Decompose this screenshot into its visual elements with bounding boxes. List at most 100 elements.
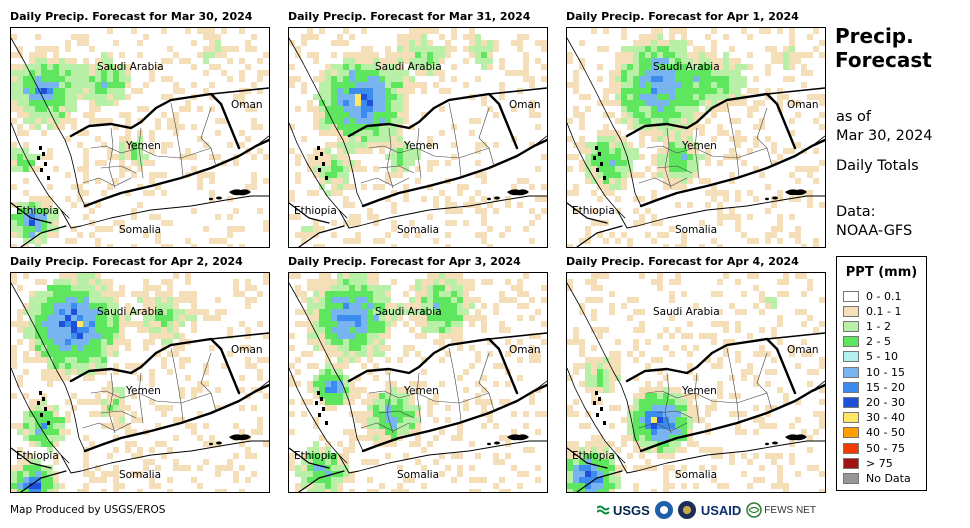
precip-cell (53, 208, 59, 214)
yemen-oman-border (220, 348, 240, 394)
precip-cell (421, 88, 427, 94)
precip-cell (801, 273, 807, 279)
precip-cell (621, 118, 627, 124)
precip-cell (385, 423, 391, 429)
precip-cell (457, 309, 463, 315)
precip-cell (41, 208, 47, 214)
precip-cell (675, 94, 681, 100)
precip-cell (499, 58, 505, 64)
precip-cell (813, 465, 819, 471)
precip-cell (741, 309, 747, 315)
precip-cell (391, 411, 397, 417)
precip-cell (65, 70, 71, 76)
precip-cell (615, 369, 621, 375)
precip-cell (645, 417, 651, 423)
precip-cell (687, 88, 693, 94)
precip-cell (657, 369, 663, 375)
precip-cell (729, 76, 735, 82)
precip-cell (789, 130, 795, 136)
precip-cell (41, 82, 47, 88)
precip-cell (729, 148, 735, 154)
precip-cell (385, 333, 391, 339)
precip-cell (325, 315, 331, 321)
precip-cell (143, 160, 149, 166)
label-oman: Oman (787, 99, 819, 111)
precip-cell (705, 76, 711, 82)
precip-cell (633, 64, 639, 70)
precip-cell (361, 100, 367, 106)
precip-cell (47, 196, 53, 202)
precip-cell (35, 34, 41, 40)
precip-cell (263, 220, 269, 226)
precip-cell (481, 477, 487, 483)
precip-cell (693, 64, 699, 70)
precip-cell (41, 297, 47, 303)
precip-cell (319, 435, 325, 441)
precip-cell (319, 477, 325, 483)
precip-cell (101, 477, 107, 483)
precip-cell (675, 100, 681, 106)
precip-cell (337, 489, 343, 492)
precip-cell (89, 46, 95, 52)
precip-cell (337, 88, 343, 94)
precip-cell (597, 297, 603, 303)
precip-cell (717, 88, 723, 94)
precip-cell (23, 351, 29, 357)
precip-cell (591, 435, 597, 441)
precip-cell (663, 375, 669, 381)
precip-cell (355, 435, 361, 441)
precip-cell (609, 357, 615, 363)
precip-cell (107, 345, 113, 351)
precip-cell (645, 70, 651, 76)
precip-cell (511, 285, 517, 291)
precip-cell (609, 136, 615, 142)
precip-cell (307, 465, 313, 471)
precip-cell (427, 273, 433, 279)
precip-cell (209, 435, 215, 441)
precip-cell (343, 393, 349, 399)
precip-cell (11, 106, 17, 112)
precip-cell (717, 453, 723, 459)
precip-cell (645, 339, 651, 345)
precip-cell (95, 291, 101, 297)
precip-cell (403, 291, 409, 297)
precip-cell (367, 423, 373, 429)
precip-cell (11, 100, 17, 106)
precip-cell (119, 291, 125, 297)
precip-cell (373, 441, 379, 447)
precip-cell (331, 387, 337, 393)
precip-cell (307, 160, 313, 166)
oman-coast (255, 135, 269, 147)
precip-cell (675, 82, 681, 88)
precip-cell (113, 64, 119, 70)
precip-cell (289, 459, 295, 465)
precip-cell (469, 345, 475, 351)
precip-cell (481, 58, 487, 64)
precip-cell (343, 118, 349, 124)
precip-cell (529, 393, 535, 399)
precip-cell (379, 94, 385, 100)
precip-cell (657, 64, 663, 70)
precip-cell (95, 363, 101, 369)
precip-cell (331, 64, 337, 70)
precip-cell (463, 297, 469, 303)
precip-cell (415, 58, 421, 64)
precip-cell (325, 100, 331, 106)
precip-cell (355, 339, 361, 345)
precip-cell (681, 232, 687, 238)
island (37, 156, 40, 160)
precip-cell (65, 58, 71, 64)
precip-cell (481, 375, 487, 381)
precip-cell (391, 172, 397, 178)
precip-cell (355, 70, 361, 76)
precip-cell (723, 88, 729, 94)
precip-cell (445, 291, 451, 297)
precip-cell (263, 52, 269, 58)
precip-cell (421, 46, 427, 52)
precip-cell (517, 315, 523, 321)
precip-cell (95, 226, 101, 232)
precip-cell (445, 279, 451, 285)
precip-cell (651, 220, 657, 226)
precip-cell (663, 124, 669, 130)
precip-cell (35, 112, 41, 118)
